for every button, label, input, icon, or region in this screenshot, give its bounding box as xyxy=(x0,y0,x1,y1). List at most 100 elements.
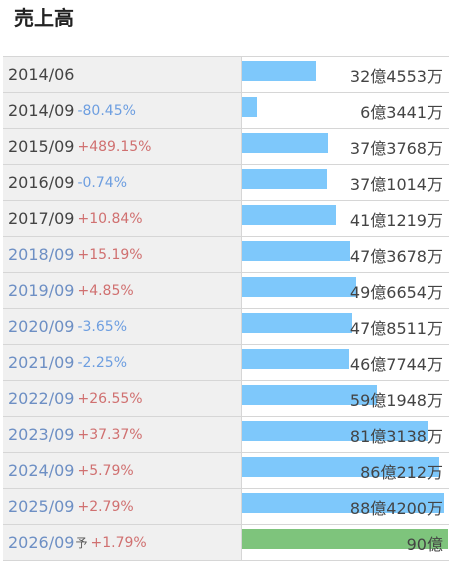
table-row: 2016/09 -0.74% 37億1014万 xyxy=(3,165,449,201)
bar-cell: 88億4200万 xyxy=(242,489,449,524)
sales-value: 86億212万 xyxy=(360,462,443,482)
period-link[interactable]: 2026/09 xyxy=(8,533,75,552)
sales-table: 2014/06 32億4553万 2014/09 -80.45% 6億3441万 2015… xyxy=(3,56,449,561)
change-percent: +4.85% xyxy=(77,282,134,299)
bar-cell: 46億7744万 xyxy=(242,345,449,380)
table-row: 2015/09 +489.15% 37億3768万 xyxy=(3,129,449,165)
table-row: 2024/09 +5.79% 86億212万 xyxy=(3,453,449,489)
period-link: 2017/09 xyxy=(8,209,75,228)
sales-bar xyxy=(242,133,328,153)
period-link[interactable]: 2024/09 xyxy=(8,461,75,480)
period-link: 2014/06 xyxy=(8,65,75,84)
sales-bar xyxy=(242,421,428,441)
period-link[interactable]: 2021/09 xyxy=(8,353,75,372)
bar-cell: 47億8511万 xyxy=(242,309,449,344)
period-link[interactable]: 2025/09 xyxy=(8,497,75,516)
period-cell: 2018/09 +15.19% xyxy=(3,237,242,272)
period-cell: 2024/09 +5.79% xyxy=(3,453,242,488)
change-percent: +37.37% xyxy=(77,426,143,443)
change-percent: -80.45% xyxy=(77,102,136,119)
bar-cell: 59億1948万 xyxy=(242,381,449,416)
sales-value: 47億8511万 xyxy=(349,318,443,338)
sales-bar xyxy=(242,169,327,189)
period-link[interactable]: 2023/09 xyxy=(8,425,75,444)
table-row: 2018/09 +15.19% 47億3678万 xyxy=(3,237,449,273)
change-percent: +15.19% xyxy=(77,246,143,263)
bar-cell: 47億3678万 xyxy=(242,237,449,272)
period-cell: 2017/09 +10.84% xyxy=(3,201,242,236)
bar-cell: 6億3441万 xyxy=(242,93,449,128)
table-row: 2026/09 予 +1.79% 90億 xyxy=(3,525,449,561)
sales-value: 59億1948万 xyxy=(349,390,443,410)
page-title: 売上高 xyxy=(14,6,74,30)
bar-cell: 86億212万 xyxy=(242,453,449,488)
sales-bar xyxy=(242,457,439,477)
bar-cell: 41億1219万 xyxy=(242,201,449,236)
period-cell: 2019/09 +4.85% xyxy=(3,273,242,308)
sales-value: 46億7744万 xyxy=(349,354,443,374)
change-percent: +10.84% xyxy=(77,210,143,227)
period-cell: 2026/09 予 +1.79% xyxy=(3,525,242,560)
sales-bar xyxy=(242,349,349,369)
sales-bar xyxy=(242,529,448,549)
change-percent: +5.79% xyxy=(77,462,134,479)
forecast-mark: 予 xyxy=(75,536,88,550)
sales-bar xyxy=(242,97,257,117)
table-row: 2017/09 +10.84% 41億1219万 xyxy=(3,201,449,237)
sales-value: 41億1219万 xyxy=(349,210,443,230)
sales-value: 90億 xyxy=(406,534,443,554)
bar-cell: 81億3138万 xyxy=(242,417,449,452)
period-link[interactable]: 2020/09 xyxy=(8,317,75,336)
sales-bar xyxy=(242,205,336,225)
change-percent: +26.55% xyxy=(77,390,143,407)
sales-bar xyxy=(242,241,350,261)
period-cell: 2023/09 +37.37% xyxy=(3,417,242,452)
period-cell: 2021/09 -2.25% xyxy=(3,345,242,380)
bar-cell: 32億4553万 xyxy=(242,57,449,92)
table-row: 2022/09 +26.55% 59億1948万 xyxy=(3,381,449,417)
change-percent: +1.79% xyxy=(90,534,147,551)
sales-value: 81億3138万 xyxy=(349,426,443,446)
sales-value: 49億6654万 xyxy=(349,282,443,302)
change-percent: -0.74% xyxy=(77,174,127,191)
table-row: 2023/09 +37.37% 81億3138万 xyxy=(3,417,449,453)
period-link: 2015/09 xyxy=(8,137,75,156)
period-cell: 2016/09 -0.74% xyxy=(3,165,242,200)
period-cell: 2022/09 +26.55% xyxy=(3,381,242,416)
period-cell: 2014/06 xyxy=(3,57,242,92)
table-row: 2020/09 -3.65% 47億8511万 xyxy=(3,309,449,345)
period-link[interactable]: 2022/09 xyxy=(8,389,75,408)
table-row: 2014/06 32億4553万 xyxy=(3,57,449,93)
change-percent: +2.79% xyxy=(77,498,134,515)
period-link: 2016/09 xyxy=(8,173,75,192)
table-row: 2025/09 +2.79% 88億4200万 xyxy=(3,489,449,525)
sales-value: 88億4200万 xyxy=(349,498,443,518)
bar-cell: 37億3768万 xyxy=(242,129,449,164)
change-percent: +489.15% xyxy=(77,138,152,155)
period-cell: 2015/09 +489.15% xyxy=(3,129,242,164)
sales-bar xyxy=(242,313,352,333)
period-cell: 2025/09 +2.79% xyxy=(3,489,242,524)
sales-bar xyxy=(242,61,316,81)
bar-cell: 90億 xyxy=(242,525,449,560)
sales-value: 32億4553万 xyxy=(349,66,443,86)
sales-bar xyxy=(242,277,356,297)
table-row: 2019/09 +4.85% 49億6654万 xyxy=(3,273,449,309)
sales-bar xyxy=(242,385,377,405)
period-link[interactable]: 2018/09 xyxy=(8,245,75,264)
change-percent: -2.25% xyxy=(77,354,127,371)
bar-cell: 49億6654万 xyxy=(242,273,449,308)
sales-value: 37億1014万 xyxy=(349,174,443,194)
sales-value: 6億3441万 xyxy=(360,102,443,122)
period-cell: 2020/09 -3.65% xyxy=(3,309,242,344)
sales-bar xyxy=(242,493,444,513)
bar-cell: 37億1014万 xyxy=(242,165,449,200)
sales-value: 47億3678万 xyxy=(349,246,443,266)
change-percent: -3.65% xyxy=(77,318,127,335)
period-link[interactable]: 2019/09 xyxy=(8,281,75,300)
period-link: 2014/09 xyxy=(8,101,75,120)
table-row: 2014/09 -80.45% 6億3441万 xyxy=(3,93,449,129)
period-cell: 2014/09 -80.45% xyxy=(3,93,242,128)
table-row: 2021/09 -2.25% 46億7744万 xyxy=(3,345,449,381)
sales-value: 37億3768万 xyxy=(349,138,443,158)
